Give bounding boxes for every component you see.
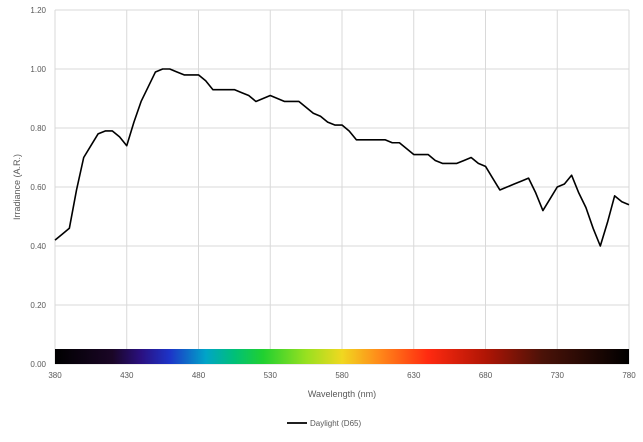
x-tick-label: 780 bbox=[622, 371, 636, 380]
spectrum-bar bbox=[55, 349, 629, 364]
legend: Daylight (D65) bbox=[287, 419, 361, 428]
y-tick-label: 0.60 bbox=[30, 183, 46, 192]
x-tick-label: 680 bbox=[479, 371, 493, 380]
y-axis-ticks: 0.00 0.20 0.40 0.60 0.80 1.00 1.20 bbox=[30, 6, 46, 369]
x-tick-label: 430 bbox=[120, 371, 134, 380]
series-line bbox=[54, 68, 630, 247]
y-tick-label: 0.80 bbox=[30, 124, 46, 133]
plot-series bbox=[54, 68, 630, 247]
x-tick-label: 530 bbox=[264, 371, 278, 380]
y-tick-label: 0.00 bbox=[30, 360, 46, 369]
y-tick-label: 1.20 bbox=[30, 6, 46, 15]
y-tick-label: 1.00 bbox=[30, 65, 46, 74]
legend-label: Daylight (D65) bbox=[310, 419, 361, 428]
x-tick-label: 730 bbox=[551, 371, 565, 380]
x-axis-ticks: 380 430 480 530 580 630 680 730 780 bbox=[48, 371, 636, 380]
y-tick-label: 0.40 bbox=[30, 242, 46, 251]
x-tick-label: 630 bbox=[407, 371, 421, 380]
x-tick-label: 480 bbox=[192, 371, 206, 380]
gridlines bbox=[54, 9, 630, 365]
x-tick-label: 380 bbox=[48, 371, 62, 380]
x-tick-label: 580 bbox=[335, 371, 349, 380]
y-tick-label: 0.20 bbox=[30, 301, 46, 310]
y-axis-label: Irradiance (A.R.) bbox=[12, 154, 22, 220]
x-axis-label: Wavelength (nm) bbox=[308, 389, 376, 399]
